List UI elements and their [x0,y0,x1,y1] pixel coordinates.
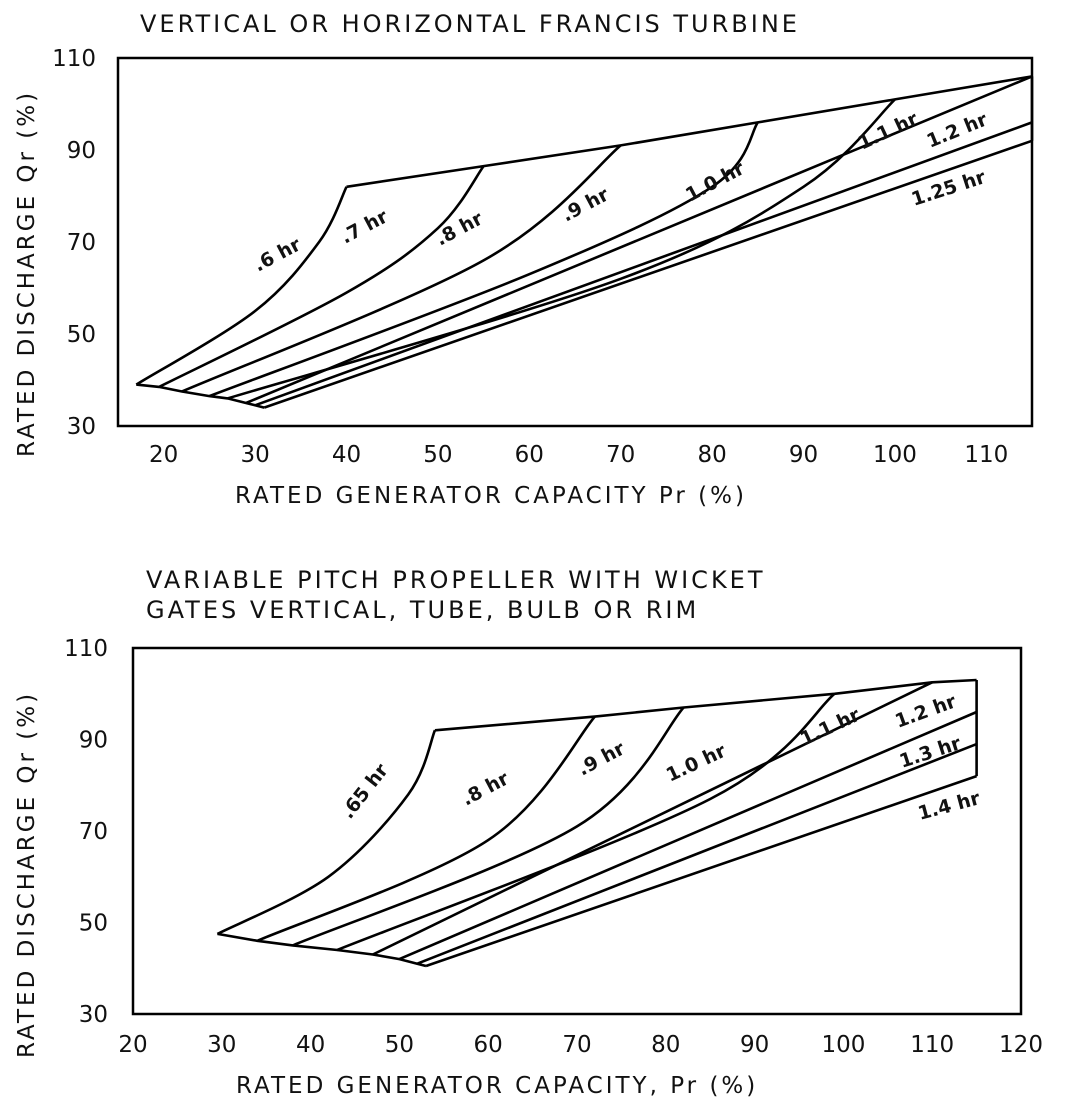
lower-boundary-line [217,932,427,968]
x-tick-label: 70 [562,1032,591,1058]
x-tick-label: 60 [474,1032,503,1058]
series-line [245,75,1033,405]
x-tick-label: 80 [651,1032,680,1058]
series-line [263,139,1033,409]
x-tick-label: 70 [606,442,635,468]
curve-label: .7 hr [337,205,392,248]
x-tick-label: 40 [332,442,361,468]
series-line [254,121,1033,407]
chart-francis: VERTICAL OR HORIZONTAL FRANCIS TURBINE 3… [14,10,1034,509]
curve-label: .9 hr [574,737,629,780]
chart-title: VARIABLE PITCH PROPELLER WITH WICKET [146,566,766,594]
x-tick-label: 60 [515,442,544,468]
x-tick-label: 120 [999,1032,1043,1058]
y-tick-label: 50 [67,322,96,348]
curve-label: 1.1 hr [797,704,864,751]
series-line [208,121,759,398]
x-tick-label: 50 [385,1032,414,1058]
series-line [416,742,978,965]
series-line [227,98,896,400]
x-tick-label: 90 [740,1032,769,1058]
y-axis-title: RATED DISCHARGE Qr (%) [14,90,40,457]
y-axis-title: RATED DISCHARGE Qr (%) [14,691,40,1058]
series-line [158,165,485,389]
curve-label: 1.0 hr [663,740,730,787]
x-tick-label: 20 [118,1032,147,1058]
plot-frame [116,56,1034,428]
x-tick-label: 110 [964,442,1008,468]
x-tick-label: 100 [821,1032,865,1058]
series-line [135,186,348,386]
lower-boundary-line [136,383,265,409]
y-tick-label: 110 [64,636,108,662]
series-line [336,692,836,952]
curve-label: 1.1 hr [855,108,922,155]
x-tick-label: 90 [789,442,818,468]
x-tick-label: 40 [296,1032,325,1058]
y-tick-label: 90 [67,138,96,164]
plot-frame [131,646,1023,1016]
curve-label: .9 hr [558,183,613,226]
y-tick-label: 30 [79,1002,108,1028]
x-axis-title: RATED GENERATOR CAPACITY Pr (%) [235,483,747,509]
curve-labels: .6 hr .7 hr .8 hr .9 hr 1.0 hr 1.1 hr 1.… [250,108,991,277]
chart-subtitle: GATES VERTICAL, TUBE, BULB OR RIM [146,596,699,624]
curve-label: 1.25 hr [909,166,989,211]
curves [135,75,1034,409]
x-axis-title: RATED GENERATOR CAPACITY, Pr (%) [236,1073,758,1099]
y-ticks: 30 50 70 90 110 [52,46,96,440]
series-line [372,681,933,956]
y-tick-label: 110 [52,46,96,72]
y-tick-label: 50 [79,911,108,937]
series-line [292,706,685,947]
x-tick-label: 50 [423,442,452,468]
y-tick-label: 30 [67,414,96,440]
curve-label: .8 hr [458,767,513,810]
curve-label: .8 hr [432,207,487,250]
x-tick-label: 20 [149,442,178,468]
y-tick-label: 70 [79,819,108,845]
x-tick-label: 110 [910,1032,954,1058]
envelope-line [346,75,1033,189]
envelope-line [434,678,977,732]
chart-propeller: VARIABLE PITCH PROPELLER WITH WICKET GAT… [14,566,1043,1099]
x-tick-label: 100 [873,442,917,468]
curves [216,678,978,968]
series-line [256,715,596,942]
y-ticks: 30 50 70 90 110 [64,636,108,1028]
series-line [216,729,437,936]
curve-label: 1.2 hr [924,108,991,152]
x-tick-label: 30 [207,1032,236,1058]
x-tick-label: 80 [697,442,726,468]
x-tick-label: 30 [240,442,269,468]
x-ticks: 20 30 40 50 60 70 80 90 100 110 [149,442,1008,468]
series-line [181,144,622,393]
curve-label: .65 hr [337,759,394,823]
y-tick-label: 90 [79,728,108,754]
x-ticks: 20 30 40 50 60 70 80 90 100 110 120 [118,1032,1043,1058]
y-tick-label: 70 [67,230,96,256]
series-line [398,710,978,961]
chart-title: VERTICAL OR HORIZONTAL FRANCIS TURBINE [140,10,800,38]
series-line [425,774,978,968]
curve-label: 1.3 hr [897,732,964,773]
